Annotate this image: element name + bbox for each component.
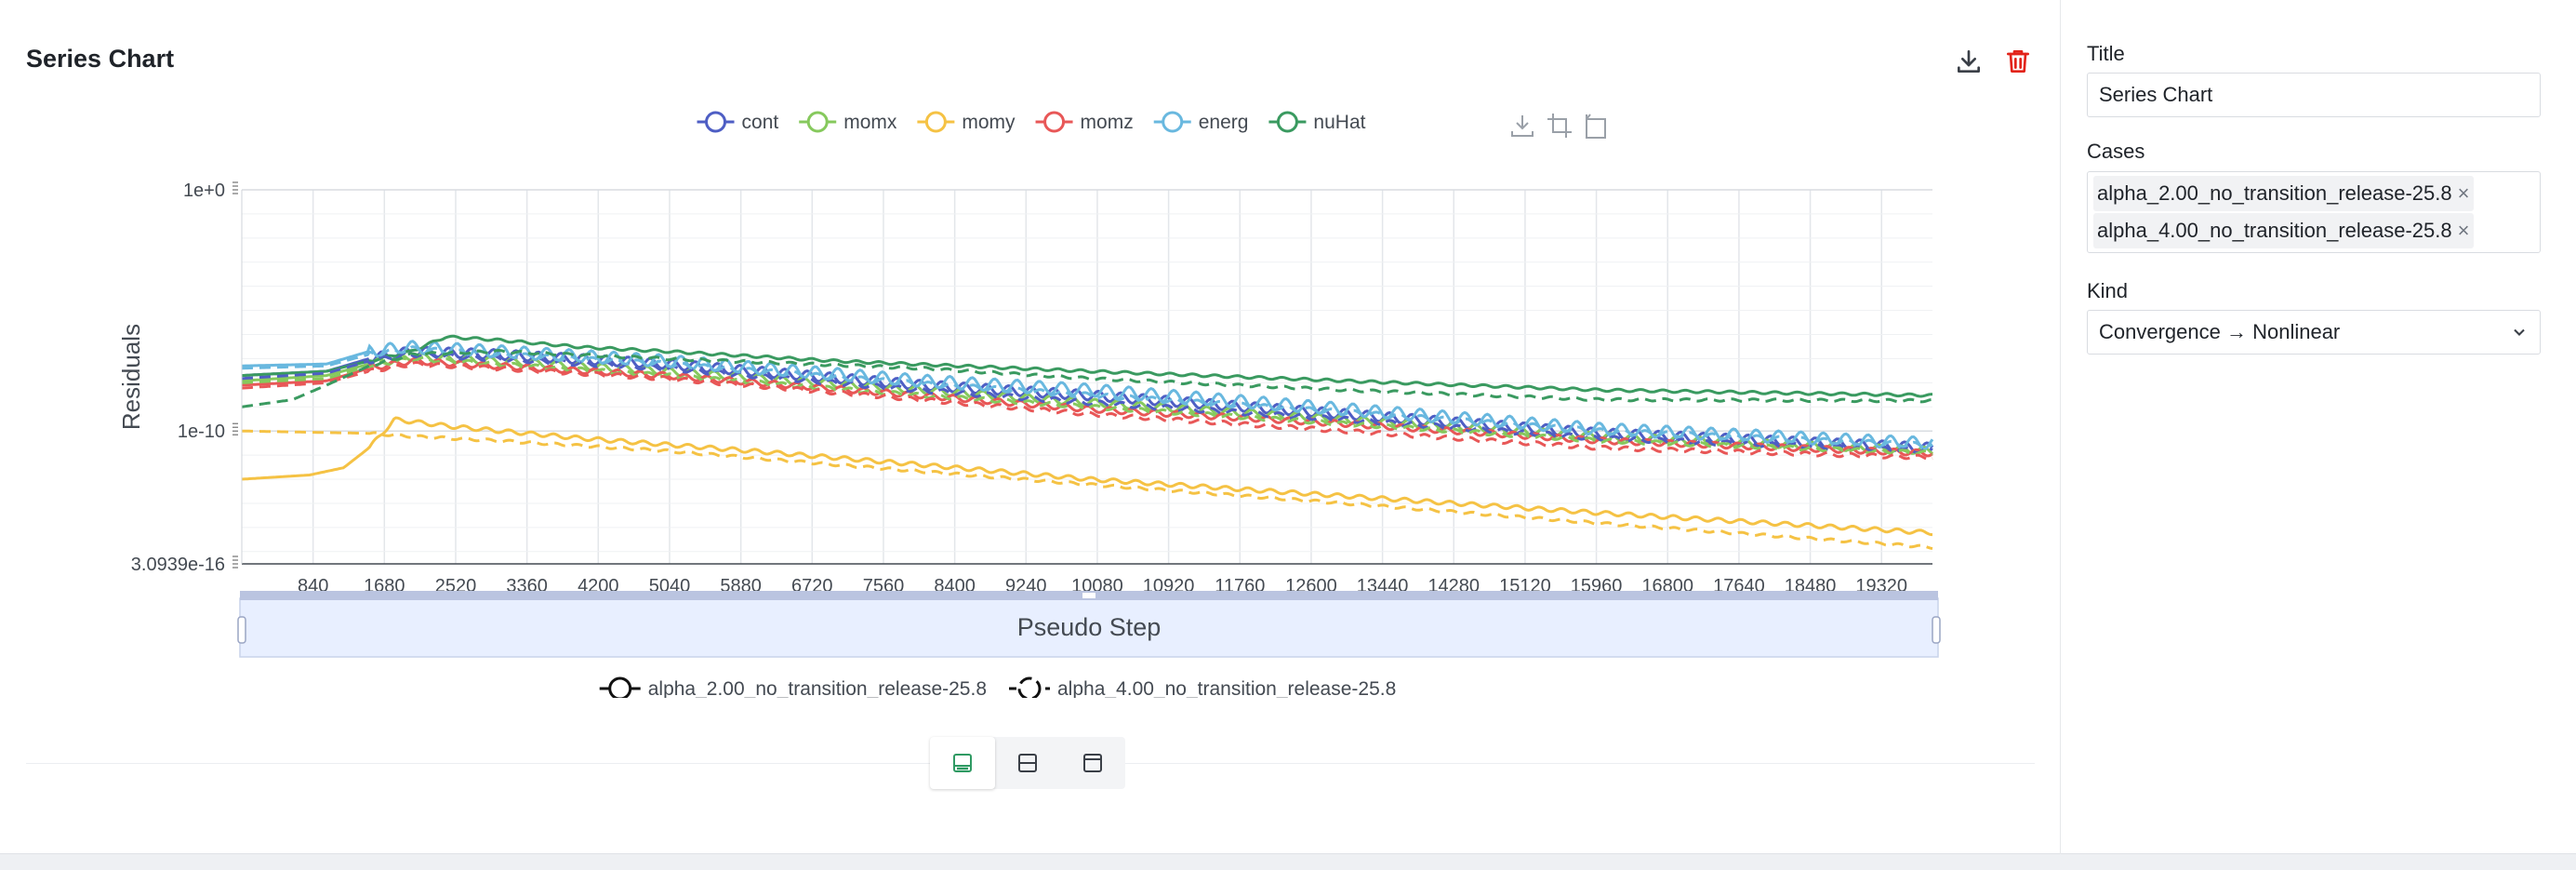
case-tag-label: alpha_4.00_no_transition_release-25.8 <box>2097 219 2452 242</box>
download-icon[interactable] <box>1950 43 1987 80</box>
case-legend-item[interactable]: alpha_2.00_no_transition_release-25.8 <box>599 676 987 698</box>
kind-label: Kind <box>2087 279 2129 302</box>
legend-marker <box>1043 111 1066 133</box>
legend-marker <box>1162 111 1184 133</box>
remove-case-icon[interactable]: × <box>2457 181 2470 205</box>
series-line-nuHat-case2 <box>241 348 1933 408</box>
series-line-momy-case2 <box>242 429 1933 550</box>
case-tag: alpha_2.00_no_transition_release-25.8 × <box>2093 176 2474 211</box>
layout-toggle-group <box>930 737 1125 789</box>
chart-panel-title: Series Chart <box>26 45 175 73</box>
x-axis-title: Pseudo Step <box>1017 613 1162 641</box>
legend-marker <box>705 111 727 133</box>
legend-item-momz[interactable]: momz <box>1035 111 1134 133</box>
range-slider-left-handle[interactable] <box>237 616 246 644</box>
legend-item-energ[interactable]: energ <box>1153 111 1249 133</box>
kind-select-value: Convergence → Nonlinear <box>2099 320 2341 343</box>
series-line-nuHat-case1 <box>241 334 1933 398</box>
trash-icon[interactable] <box>1999 43 2037 80</box>
legend-label: cont <box>742 112 779 133</box>
title-label: Title <box>2087 42 2125 65</box>
legend-label: momx <box>843 112 897 133</box>
cases-label: Cases <box>2087 140 2145 163</box>
reset-axes-icon[interactable] <box>1583 112 1611 140</box>
legend-item-momy[interactable]: momy <box>917 111 1016 133</box>
legend-marker <box>1276 111 1298 133</box>
legend-label: momy <box>962 112 1016 133</box>
legend-label: nuHat <box>1313 112 1365 133</box>
y-axis-title: Residuals <box>117 324 145 430</box>
y-tick-label: 1e+0 <box>183 181 225 201</box>
chart-series-layer <box>241 334 1934 550</box>
y-tick-label: 1e-10 <box>178 422 225 442</box>
layout-top-legend-icon[interactable] <box>1060 737 1125 789</box>
kind-select[interactable]: Convergence → Nonlinear <box>2087 310 2541 355</box>
case-legend-item[interactable]: alpha_4.00_no_transition_release-25.8 <box>1009 676 1396 698</box>
case-legend-marker <box>1017 676 1042 698</box>
legend-marker <box>806 111 829 133</box>
series-line-energ-case2 <box>241 345 1933 449</box>
remove-case-icon[interactable]: × <box>2457 219 2470 242</box>
case-legend[interactable]: alpha_2.00_no_transition_release-25.8 alp… <box>599 676 1397 698</box>
range-slider-right-handle[interactable] <box>1932 616 1941 644</box>
download-plot-icon[interactable] <box>1508 112 1536 140</box>
case-legend-label: alpha_2.00_no_transition_release-25.8 <box>648 678 987 698</box>
title-input[interactable]: Series Chart <box>2087 73 2541 117</box>
range-slider[interactable]: Pseudo Step <box>237 591 1941 658</box>
range-slider-background <box>239 597 1939 658</box>
legend-item-cont[interactable]: cont <box>697 111 779 133</box>
layout-split-icon[interactable] <box>995 737 1060 789</box>
autoscale-icon[interactable] <box>1546 112 1573 140</box>
legend-label: energ <box>1199 112 1249 133</box>
legend-item-momx[interactable]: momx <box>799 111 897 133</box>
layout-bottom-legend-icon[interactable] <box>930 737 995 789</box>
cases-multiselect[interactable]: alpha_2.00_no_transition_release-25.8 × … <box>2087 171 2541 253</box>
legend-label: momz <box>1081 112 1134 133</box>
series-chart: cont momx momy momz energ nuHat 840 1680 2520 33… <box>117 111 1941 698</box>
chevron-down-icon <box>2514 328 2525 336</box>
case-legend-label: alpha_4.00_no_transition_release-25.8 <box>1057 678 1396 698</box>
series-legend[interactable]: cont momx momy momz energ nuHat <box>697 111 1366 133</box>
chart-panel: Series Chart cont momx momy momz energ nuHat <box>26 43 2037 789</box>
case-tag-label: alpha_2.00_no_transition_release-25.8 <box>2097 181 2452 205</box>
y-tick-label: 3.0939e-16 <box>131 555 225 575</box>
chart-modebar <box>1508 112 1611 140</box>
case-tag: alpha_4.00_no_transition_release-25.8 × <box>2093 213 2474 248</box>
case-legend-marker <box>608 676 632 698</box>
legend-item-nuHat[interactable]: nuHat <box>1268 111 1366 133</box>
range-slider-grip[interactable] <box>1082 593 1095 598</box>
series-line-momy-case1 <box>241 416 1933 537</box>
series-line-cont-case2 <box>241 351 1933 455</box>
sidebar-divider <box>2060 0 2061 854</box>
legend-marker <box>924 111 947 133</box>
